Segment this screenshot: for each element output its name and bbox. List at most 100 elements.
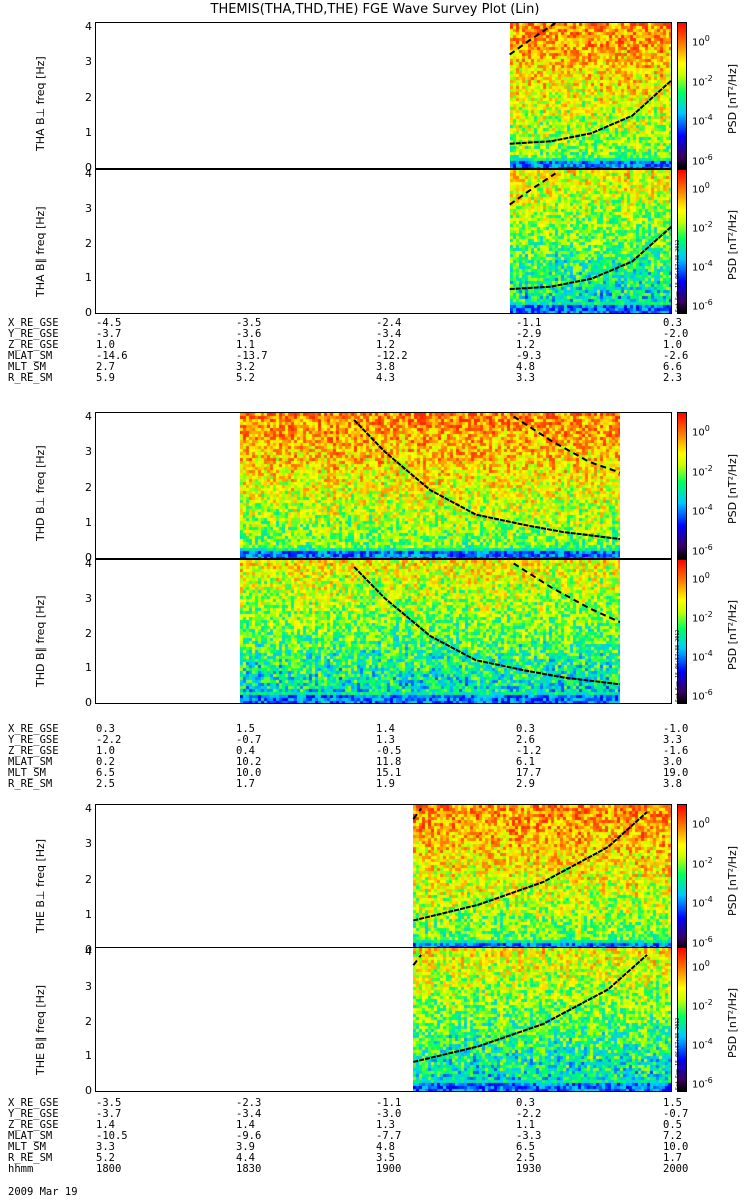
ephemeris-value: -2.3 <box>236 1097 262 1109</box>
ephemeris-value: 0.5 <box>663 1119 682 1131</box>
gyrofrequency-overlay <box>353 415 621 540</box>
gyro-curve-solid <box>353 419 621 540</box>
colorbar-tick: 10-2 <box>692 855 713 870</box>
colorbar-tick: 10-2 <box>692 610 713 625</box>
colorbar-label: PSD [nT²/Hz] <box>726 63 739 134</box>
y-tick-label: 1 <box>85 661 92 675</box>
colorbar-label: PSD [nT²/Hz] <box>726 209 739 280</box>
spectrogram-image <box>509 170 671 313</box>
ephemeris-value: -0.7 <box>663 1108 689 1120</box>
ephemeris-value: -0.7 <box>236 734 262 746</box>
y-tick-label: 4 <box>85 410 92 423</box>
colorbar <box>677 559 687 704</box>
ephemeris-value: -9.3 <box>516 350 542 362</box>
ephemeris-value: -3.4 <box>376 328 402 340</box>
ephemeris-label: Y_RE_GSE <box>8 1108 59 1120</box>
ephemeris-value: -2.2 <box>516 1108 542 1120</box>
ephemeris-value: 1.7 <box>236 778 255 790</box>
y-tick-label: 3 <box>85 591 92 605</box>
gyro-curve-dashed <box>412 807 422 820</box>
y-tick-label: 2 <box>85 236 92 250</box>
y-axis-label: THE B∥ freq [Hz] <box>34 984 47 1075</box>
y-tick-label: 0 <box>85 306 92 319</box>
ephemeris-value: 6.1 <box>516 756 535 768</box>
y-tick-label: 3 <box>85 837 92 851</box>
gyrofrequency-overlay <box>412 954 648 1063</box>
spectrogram-panel <box>95 804 672 951</box>
ephemeris-value: 1.9 <box>376 778 395 790</box>
ephemeris-value: 1.7 <box>663 1152 682 1164</box>
ephemeris-value: 2000 <box>663 1163 689 1175</box>
ephemeris-value: -7.7 <box>376 1130 402 1142</box>
ephemeris-value: 1.2 <box>376 339 395 351</box>
ephemeris-value: 2.6 <box>516 734 535 746</box>
ephemeris-label: R_RE_SM <box>8 1152 53 1164</box>
y-tick-label: 0 <box>85 1084 92 1097</box>
ephemeris-value: 4.3 <box>376 372 395 384</box>
colorbar-tick: 100 <box>692 571 710 586</box>
y-tick-label: 3 <box>85 55 92 69</box>
ephemeris-label: MLT_SM <box>8 361 46 373</box>
colorbar-tick: 10-6 <box>692 543 713 558</box>
ephemeris-label: R_RE_SM <box>8 372 53 384</box>
colorbar-tick: 10-4 <box>692 113 713 128</box>
ephemeris-value: 1.3 <box>376 734 395 746</box>
ephemeris-value: 0.2 <box>96 756 115 768</box>
spectrogram-image <box>509 23 671 168</box>
ephemeris-value: 3.3 <box>96 1141 115 1153</box>
y-axis-label: THE B⊥ freq [Hz] <box>34 838 47 933</box>
y-tick-label: 1 <box>85 125 92 139</box>
ephemeris-value: -1.2 <box>516 745 542 757</box>
colorbar-label: PSD [nT²/Hz] <box>726 845 739 916</box>
ephemeris-value: 0.3 <box>663 317 682 329</box>
ephemeris-label: Y_RE_GSE <box>8 734 59 746</box>
colorbar-tick: 10-4 <box>692 895 713 910</box>
y-tick-label: 1 <box>85 907 92 921</box>
ephemeris-label: X_RE_GSE <box>8 1097 59 1109</box>
colorbar <box>677 804 687 951</box>
colorbar-label: PSD [nT²/Hz] <box>726 453 739 524</box>
ephemeris-value: 5.2 <box>96 1152 115 1164</box>
ephemeris-label: MLT_SM <box>8 1141 46 1153</box>
ephemeris-value: 0.3 <box>96 723 115 735</box>
colorbar-tick: 100 <box>692 424 710 439</box>
colorbar <box>677 169 687 314</box>
y-tick-label: 3 <box>85 979 92 993</box>
gyro-curve-dashed <box>412 954 422 966</box>
spectrogram-panel <box>95 559 672 704</box>
spectrogram-panel <box>95 412 672 559</box>
colorbar-tick: 100 <box>692 816 710 831</box>
ephemeris-value: 6.5 <box>516 1141 535 1153</box>
ephemeris-value: 2.7 <box>96 361 115 373</box>
gyro-curve-dashed <box>509 172 556 206</box>
ephemeris-value: 10.0 <box>663 1141 689 1153</box>
y-axis-label: THA B⊥ freq [Hz] <box>34 55 47 151</box>
ephemeris-value: 19.0 <box>663 767 689 779</box>
ephemeris-value: -10.5 <box>96 1130 128 1142</box>
ephemeris-value: 0.3 <box>516 1097 535 1109</box>
y-tick-label: 2 <box>85 626 92 640</box>
ephemeris-label: Y_RE_GSE <box>8 328 59 340</box>
gyrofrequency-overlay <box>509 23 671 145</box>
ephemeris-label: Z_RE_GSE <box>8 745 59 757</box>
ephemeris-value: -3.5 <box>96 1097 122 1109</box>
spectrogram-panel <box>95 947 672 1092</box>
ephemeris-value: -1.0 <box>663 723 689 735</box>
timestamp-stamp: Sat Sep 15 06:57:38 2012 <box>675 239 681 312</box>
ephemeris-value: 3.0 <box>663 756 682 768</box>
y-axis-label: THD B⊥ freq [Hz] <box>34 444 47 541</box>
ephemeris-value: -3.3 <box>516 1130 542 1142</box>
y-tick-label: 1 <box>85 1049 92 1063</box>
ephemeris-value: -3.0 <box>376 1108 402 1120</box>
ephemeris-value: -1.1 <box>376 1097 402 1109</box>
ephemeris-value: -3.4 <box>236 1108 262 1120</box>
ephemeris-value: 1.0 <box>96 745 115 757</box>
ephemeris-value: -2.6 <box>663 350 689 362</box>
ephemeris-value: 10.0 <box>236 767 262 779</box>
ephemeris-value: 3.3 <box>663 734 682 746</box>
plot-title: THEMIS(THA,THD,THE) FGE Wave Survey Plot… <box>210 2 540 17</box>
colorbar <box>677 947 687 1092</box>
ephemeris-value: -0.5 <box>376 745 402 757</box>
ephemeris-label: X_RE_GSE <box>8 317 59 329</box>
ephemeris-value: 1.4 <box>236 1119 255 1131</box>
